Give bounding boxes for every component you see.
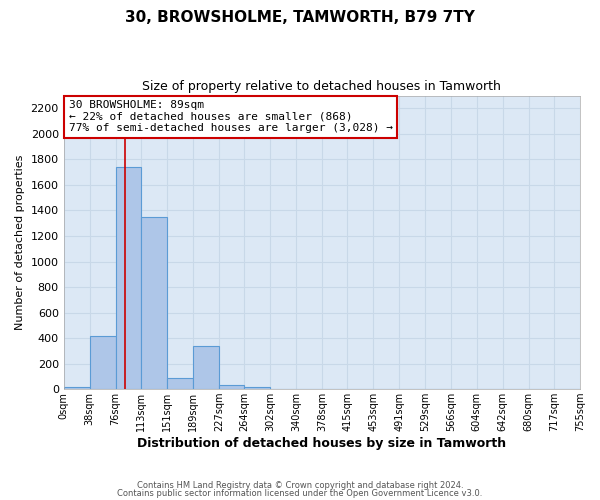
Text: 30 BROWSHOLME: 89sqm
← 22% of detached houses are smaller (868)
77% of semi-deta: 30 BROWSHOLME: 89sqm ← 22% of detached h… <box>69 100 393 133</box>
Bar <box>141 217 167 389</box>
Bar <box>244 386 270 389</box>
Bar <box>89 336 116 389</box>
Bar <box>193 346 219 389</box>
Text: Contains public sector information licensed under the Open Government Licence v3: Contains public sector information licen… <box>118 488 482 498</box>
Bar <box>116 167 141 389</box>
Y-axis label: Number of detached properties: Number of detached properties <box>15 154 25 330</box>
Bar <box>167 378 193 389</box>
Bar <box>219 386 244 389</box>
Title: Size of property relative to detached houses in Tamworth: Size of property relative to detached ho… <box>142 80 501 93</box>
Text: 30, BROWSHOLME, TAMWORTH, B79 7TY: 30, BROWSHOLME, TAMWORTH, B79 7TY <box>125 10 475 25</box>
Text: Contains HM Land Registry data © Crown copyright and database right 2024.: Contains HM Land Registry data © Crown c… <box>137 481 463 490</box>
Bar <box>64 386 89 389</box>
X-axis label: Distribution of detached houses by size in Tamworth: Distribution of detached houses by size … <box>137 437 506 450</box>
